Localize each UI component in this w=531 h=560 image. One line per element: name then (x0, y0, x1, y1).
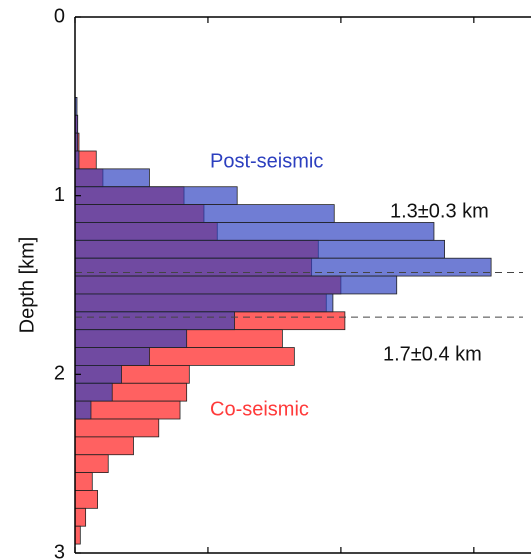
y-axis-label: Depth [km] (16, 237, 38, 334)
bar (74, 186, 238, 206)
bar (74, 382, 113, 402)
bar (74, 525, 81, 545)
bar (74, 311, 235, 331)
bar (74, 507, 87, 527)
bar (74, 400, 92, 420)
bar (74, 168, 150, 188)
bar (74, 490, 99, 509)
annotation: 1.3±0.3 km (390, 200, 489, 222)
bar (74, 329, 188, 348)
bar (74, 454, 109, 474)
y-tick-label: 2 (54, 363, 65, 385)
bar (74, 364, 122, 384)
bar (74, 275, 398, 295)
bar (74, 293, 334, 313)
y-tick-label: 1 (54, 184, 65, 206)
bar (74, 204, 335, 223)
bar (74, 239, 445, 259)
bar (74, 257, 492, 277)
y-tick-label: 3 (54, 541, 65, 560)
series-label: Post-seismic (210, 150, 323, 172)
bar (74, 222, 435, 241)
bar (74, 472, 93, 491)
series-label: Co-seismic (210, 398, 309, 420)
bar (74, 347, 150, 366)
annotation: 1.7±0.4 km (383, 343, 482, 365)
y-tick-label: 0 (54, 5, 65, 27)
bar (74, 418, 160, 438)
bar (74, 436, 134, 456)
